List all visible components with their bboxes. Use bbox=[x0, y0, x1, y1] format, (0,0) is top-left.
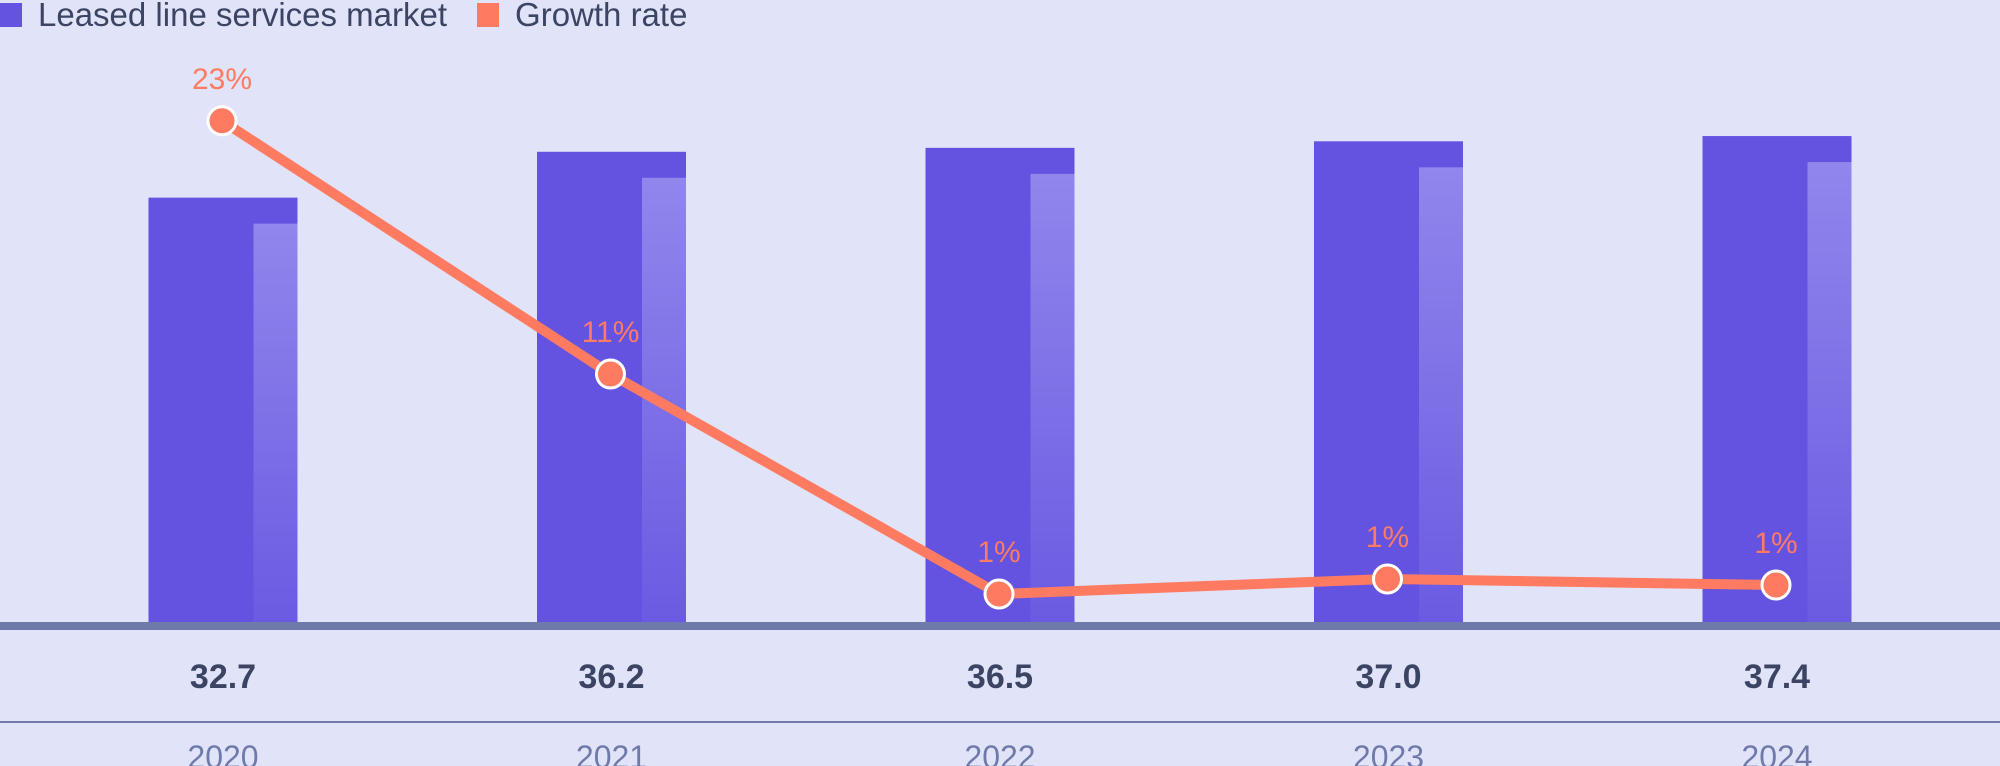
legend-item-market: Leased line services market bbox=[0, 0, 447, 34]
legend-swatch-market bbox=[0, 3, 22, 27]
growth-label-2020: 23% bbox=[192, 63, 252, 96]
value-label-2022: 36.5 bbox=[967, 658, 1033, 696]
growth-label-2022: 1% bbox=[977, 536, 1020, 569]
growth-point-2021 bbox=[595, 358, 626, 390]
x-tick-label-2023: 2023 bbox=[1353, 739, 1424, 766]
x-tick-label-2024: 2024 bbox=[1741, 739, 1812, 766]
growth-label-2021: 11% bbox=[582, 316, 640, 349]
x-tick-label-2021: 2021 bbox=[576, 739, 647, 766]
legend-label-market: Leased line services market bbox=[38, 0, 448, 33]
value-label-2020: 32.7 bbox=[190, 658, 256, 696]
growth-label-2023: 1% bbox=[1366, 521, 1409, 554]
legend-swatch-growth bbox=[477, 3, 500, 27]
bar-highlight-2023 bbox=[1419, 167, 1463, 631]
value-label-2023: 37.0 bbox=[1355, 658, 1421, 696]
bar-highlight-2020 bbox=[253, 223, 298, 630]
bar-highlight-2024 bbox=[1807, 162, 1852, 630]
row-divider bbox=[0, 721, 2000, 723]
x-tick-label-2022: 2022 bbox=[964, 739, 1035, 766]
legend-item-growth: Growth rate bbox=[477, 0, 687, 34]
x-axis-line bbox=[0, 622, 2000, 630]
value-label-2021: 36.2 bbox=[578, 658, 644, 696]
growth-point-2024 bbox=[1760, 569, 1792, 601]
legend-label-growth: Growth rate bbox=[515, 0, 688, 33]
value-label-2024: 37.4 bbox=[1744, 658, 1810, 696]
legend: Leased line services market Growth rate bbox=[0, 0, 717, 34]
bar-highlight-2022 bbox=[1030, 173, 1075, 630]
growth-label-2024: 1% bbox=[1754, 527, 1797, 560]
growth-point-2022 bbox=[983, 578, 1015, 610]
growth-point-2020 bbox=[206, 105, 238, 137]
x-tick-label-2020: 2020 bbox=[187, 739, 258, 766]
growth-point-2023 bbox=[1372, 563, 1403, 595]
